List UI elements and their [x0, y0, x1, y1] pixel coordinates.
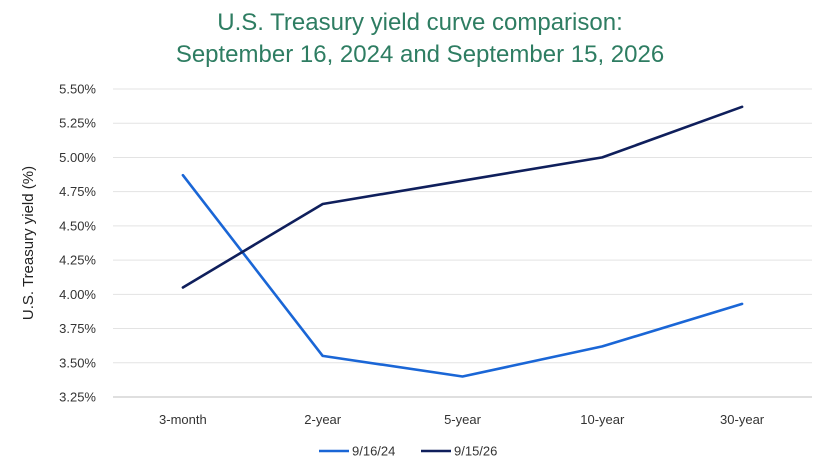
y-tick-label: 4.50%	[59, 218, 96, 233]
y-axis-ticks: 3.25% 3.50% 3.75% 4.00% 4.25% 4.50% 4.75% 5.00%…	[59, 82, 96, 405]
y-tick-label: 3.75%	[59, 321, 96, 336]
legend: 9/16/24 9/15/26	[319, 444, 497, 459]
series-lines	[181, 105, 744, 378]
x-tick-label: 2-year	[304, 412, 342, 427]
y-tick-label: 3.50%	[59, 355, 96, 370]
x-axis-ticks: 3-month 2-year 5-year 10-year 30-year	[159, 412, 765, 427]
gridlines	[113, 88, 812, 398]
y-tick-label: 5.50%	[59, 82, 96, 97]
x-tick-label: 3-month	[159, 412, 207, 427]
series-line-0	[181, 173, 744, 378]
legend-label: 9/16/24	[352, 444, 395, 459]
legend-label: 9/15/26	[454, 444, 497, 459]
x-tick-label: 30-year	[720, 412, 765, 427]
series-line-1	[181, 105, 744, 289]
y-tick-label: 3.25%	[59, 390, 96, 405]
y-tick-label: 5.00%	[59, 150, 96, 165]
chart-subtitle: September 16, 2024 and September 15, 202…	[175, 41, 665, 68]
y-tick-label: 4.00%	[59, 287, 96, 302]
y-tick-label: 4.25%	[59, 253, 96, 268]
x-tick-label: 5-year	[444, 412, 482, 427]
x-tick-label: 10-year	[580, 412, 625, 427]
chart-title: U.S. Treasury yield curve comparison:	[217, 9, 623, 36]
y-axis-label: U.S. Treasury yield (%)	[20, 166, 37, 320]
y-tick-label: 4.75%	[59, 184, 96, 199]
y-tick-label: 5.25%	[59, 116, 96, 131]
